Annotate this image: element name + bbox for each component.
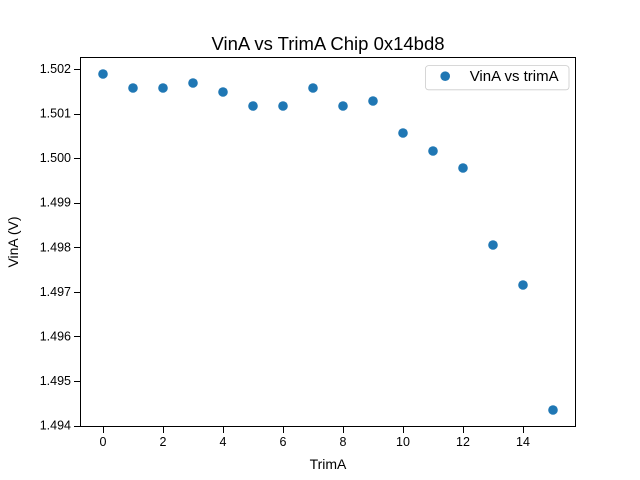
svg-text:0: 0 [100,435,107,449]
svg-text:1.494: 1.494 [40,419,71,433]
svg-text:1.500: 1.500 [40,151,71,165]
svg-text:1.498: 1.498 [40,240,71,254]
svg-text:TrimA: TrimA [310,456,347,472]
svg-text:8: 8 [340,435,347,449]
svg-text:1.501: 1.501 [40,107,71,121]
svg-text:14: 14 [516,435,530,449]
svg-text:1.497: 1.497 [40,285,71,299]
svg-text:6: 6 [280,435,287,449]
svg-text:10: 10 [396,435,410,449]
svg-text:12: 12 [456,435,470,449]
svg-text:VinA (V): VinA (V) [5,216,21,267]
svg-text:1.499: 1.499 [40,196,71,210]
svg-text:VinA vs TrimA Chip 0x14bd8: VinA vs TrimA Chip 0x14bd8 [211,33,444,54]
svg-text:4: 4 [220,435,227,449]
svg-text:2: 2 [160,435,167,449]
svg-text:VinA vs trimA: VinA vs trimA [470,68,559,85]
svg-text:1.496: 1.496 [40,330,71,344]
svg-text:1.502: 1.502 [40,62,71,76]
svg-text:1.495: 1.495 [40,374,71,388]
